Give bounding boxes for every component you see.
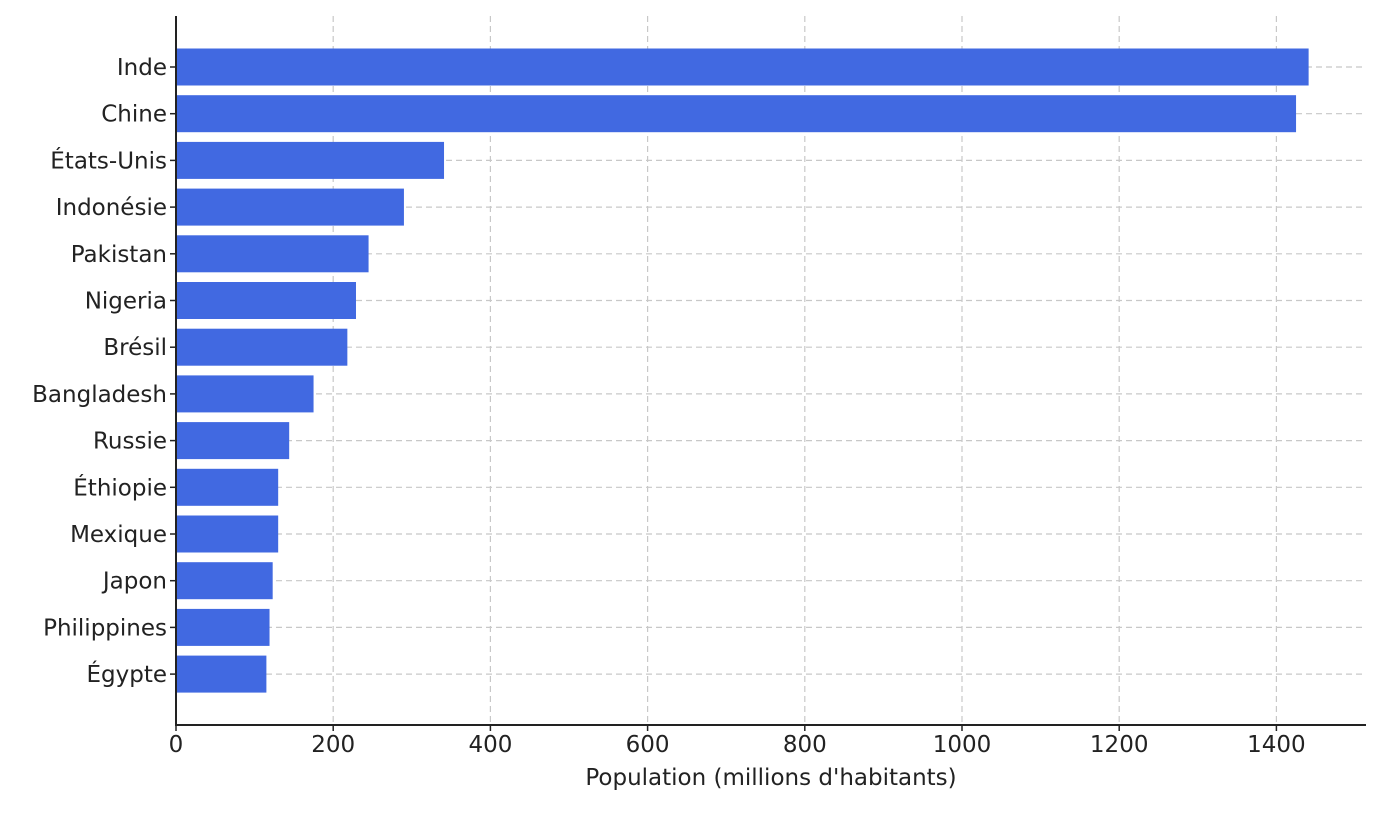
y-tick-label: Nigeria [85,289,167,315]
x-tick-label: 800 [783,732,827,758]
y-tick-label: Inde [117,55,167,81]
x-tick-label: 200 [311,732,355,758]
bar [176,328,348,366]
bar [176,515,279,553]
y-tick-label: Russie [93,429,167,455]
bar [176,375,314,413]
y-tick-label: Égypte [86,660,167,688]
bar [176,655,267,693]
y-tick-label: Pakistan [71,242,167,268]
y-tick-label: Éthiopie [73,473,167,501]
x-tick-label: 1000 [933,732,992,758]
y-tick-label: Brésil [103,335,167,361]
x-tick-label: 400 [468,732,512,758]
y-tick-label: Bangladesh [32,382,167,408]
x-tick-label: 1400 [1247,732,1306,758]
x-tick-label: 0 [169,732,184,758]
y-tick-label: Japon [101,569,167,595]
x-tick-labels: 0 200 400 600 800 1000 1200 1400 [169,732,1306,758]
bar [176,562,273,600]
bar [176,422,290,460]
y-tick-label: Mexique [70,522,167,548]
y-tick-label: Philippines [43,615,167,641]
bar [176,235,369,273]
y-tick-labels: Inde Chine États-Unis Indonésie Pakistan Nige… [32,55,167,688]
bar [176,468,279,506]
y-tick-label: États-Unis [50,146,167,174]
x-tick-label: 1200 [1090,732,1149,758]
x-tick-label: 600 [626,732,670,758]
bars [176,48,1309,693]
bar [176,95,1297,133]
bar [176,188,404,226]
bar [176,608,270,646]
axes [170,16,1366,731]
bar [176,48,1309,86]
bar [176,141,445,179]
y-tick-label: Chine [101,102,167,128]
x-axis-title: Population (millions d'habitants) [585,765,956,791]
y-tick-label: Indonésie [56,195,167,221]
bar [176,282,356,319]
